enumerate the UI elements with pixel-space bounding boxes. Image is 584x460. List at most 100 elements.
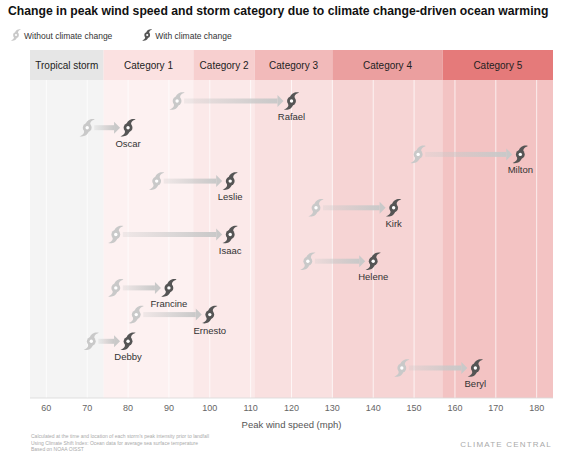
storm-label: Milton — [508, 164, 533, 175]
arrow-head — [506, 148, 512, 160]
arrow-head — [278, 95, 284, 107]
axis-line — [30, 398, 553, 399]
storm-label: Beryl — [465, 378, 487, 389]
glyph-eye — [114, 233, 117, 236]
band-body — [30, 80, 104, 398]
without-icon — [84, 333, 99, 351]
glyph-core — [471, 364, 480, 373]
x-axis: 60708090100110120130140150160170180Peak … — [30, 80, 553, 430]
source: CLIMATE CENTRAL — [460, 440, 552, 449]
with-icon — [223, 172, 238, 190]
tick-label: 80 — [123, 403, 133, 413]
glyph-eye — [306, 260, 309, 263]
grid-line — [332, 80, 333, 398]
band-header — [332, 50, 442, 80]
band-label: Category 4 — [363, 60, 412, 71]
glyph-eye — [229, 233, 232, 236]
tick-label: 60 — [41, 403, 51, 413]
legend-label: Without climate change — [24, 31, 113, 41]
storm-label: Kirk — [385, 218, 402, 229]
with-icon — [161, 279, 176, 297]
glyph-eye — [175, 99, 178, 102]
glyph-core — [369, 257, 378, 266]
with-icon — [284, 92, 299, 110]
storm-label: Oscar — [115, 138, 140, 149]
without-icon — [300, 252, 315, 270]
glyph-eye — [400, 366, 403, 369]
glyph-core — [287, 97, 296, 106]
glyph-eye — [372, 260, 375, 263]
band-label: Category 2 — [200, 60, 249, 71]
grid-line — [168, 80, 169, 398]
tick-label: 90 — [164, 403, 174, 413]
glyph-eye — [392, 206, 395, 209]
band-label: Category 3 — [269, 60, 318, 71]
legend: Without climate change With climate chang… — [11, 29, 232, 40]
arrow-shaft — [98, 339, 114, 344]
tick-label: 160 — [447, 403, 462, 413]
glyph-eye — [474, 366, 477, 369]
tick-label: 150 — [407, 403, 422, 413]
band-body — [332, 80, 442, 398]
band-body — [443, 80, 553, 398]
title: Change in peak wind speed and storm cate… — [8, 4, 548, 18]
band-body — [193, 80, 254, 398]
glyph-core — [226, 177, 235, 186]
legend-icon — [11, 29, 21, 40]
arrow-head — [196, 309, 202, 321]
glyph-core — [303, 257, 312, 266]
arrow-shaft — [143, 312, 196, 317]
band-header — [443, 50, 553, 80]
storm-label: Francine — [150, 298, 187, 309]
glyph-eye — [15, 34, 17, 36]
glyph-core — [312, 203, 321, 212]
glyph-eye — [519, 153, 522, 156]
legend-label: With climate change — [155, 31, 232, 41]
grid-line — [454, 80, 455, 398]
glyph-eye — [126, 126, 129, 129]
arrow-shaft — [315, 259, 359, 264]
glyph-eye — [229, 179, 232, 182]
axis-title: Peak wind speed (mph) — [242, 419, 342, 430]
with-icon — [386, 199, 401, 217]
glyph-eye — [146, 34, 148, 36]
arrow-shaft — [123, 285, 155, 290]
with-icon — [223, 226, 238, 244]
without-icon — [149, 172, 164, 190]
without-icon — [108, 279, 123, 297]
tick-label: 130 — [325, 403, 340, 413]
glyph-eye — [314, 206, 317, 209]
band-body — [255, 80, 333, 398]
band-header — [193, 50, 254, 80]
arrow-head — [155, 282, 161, 294]
with-icon — [513, 146, 528, 164]
category-bands: Tropical stormCategory 1Category 2Catego… — [30, 50, 553, 398]
without-icon — [394, 359, 409, 377]
band-header — [255, 50, 333, 80]
arrow-head — [216, 229, 222, 241]
glyph-core — [124, 123, 133, 132]
footnote: Calculated at the time and location of e… — [31, 433, 209, 452]
without-icon — [169, 92, 184, 110]
tick-label: 110 — [243, 403, 257, 413]
with-icon — [468, 359, 483, 377]
glyph-eye — [155, 179, 158, 182]
arrow-shaft — [164, 179, 217, 184]
without-icon — [411, 146, 426, 164]
glyph-core — [111, 230, 120, 239]
arrow-shaft — [323, 205, 380, 210]
storm-label: Ernesto — [193, 325, 226, 336]
grid-line — [414, 80, 415, 398]
storm-label: Helene — [358, 271, 388, 282]
storm-label: Debby — [114, 351, 142, 362]
with-icon — [366, 252, 381, 270]
arrow-head — [114, 335, 120, 347]
glyph-eye — [290, 99, 293, 102]
glyph-core — [397, 364, 406, 373]
without-icon — [129, 306, 144, 324]
glyph-eye — [114, 286, 117, 289]
arrow-shaft — [94, 125, 114, 130]
with-icon — [202, 306, 217, 324]
arrow-shaft — [425, 152, 506, 157]
grid-line — [495, 80, 496, 398]
